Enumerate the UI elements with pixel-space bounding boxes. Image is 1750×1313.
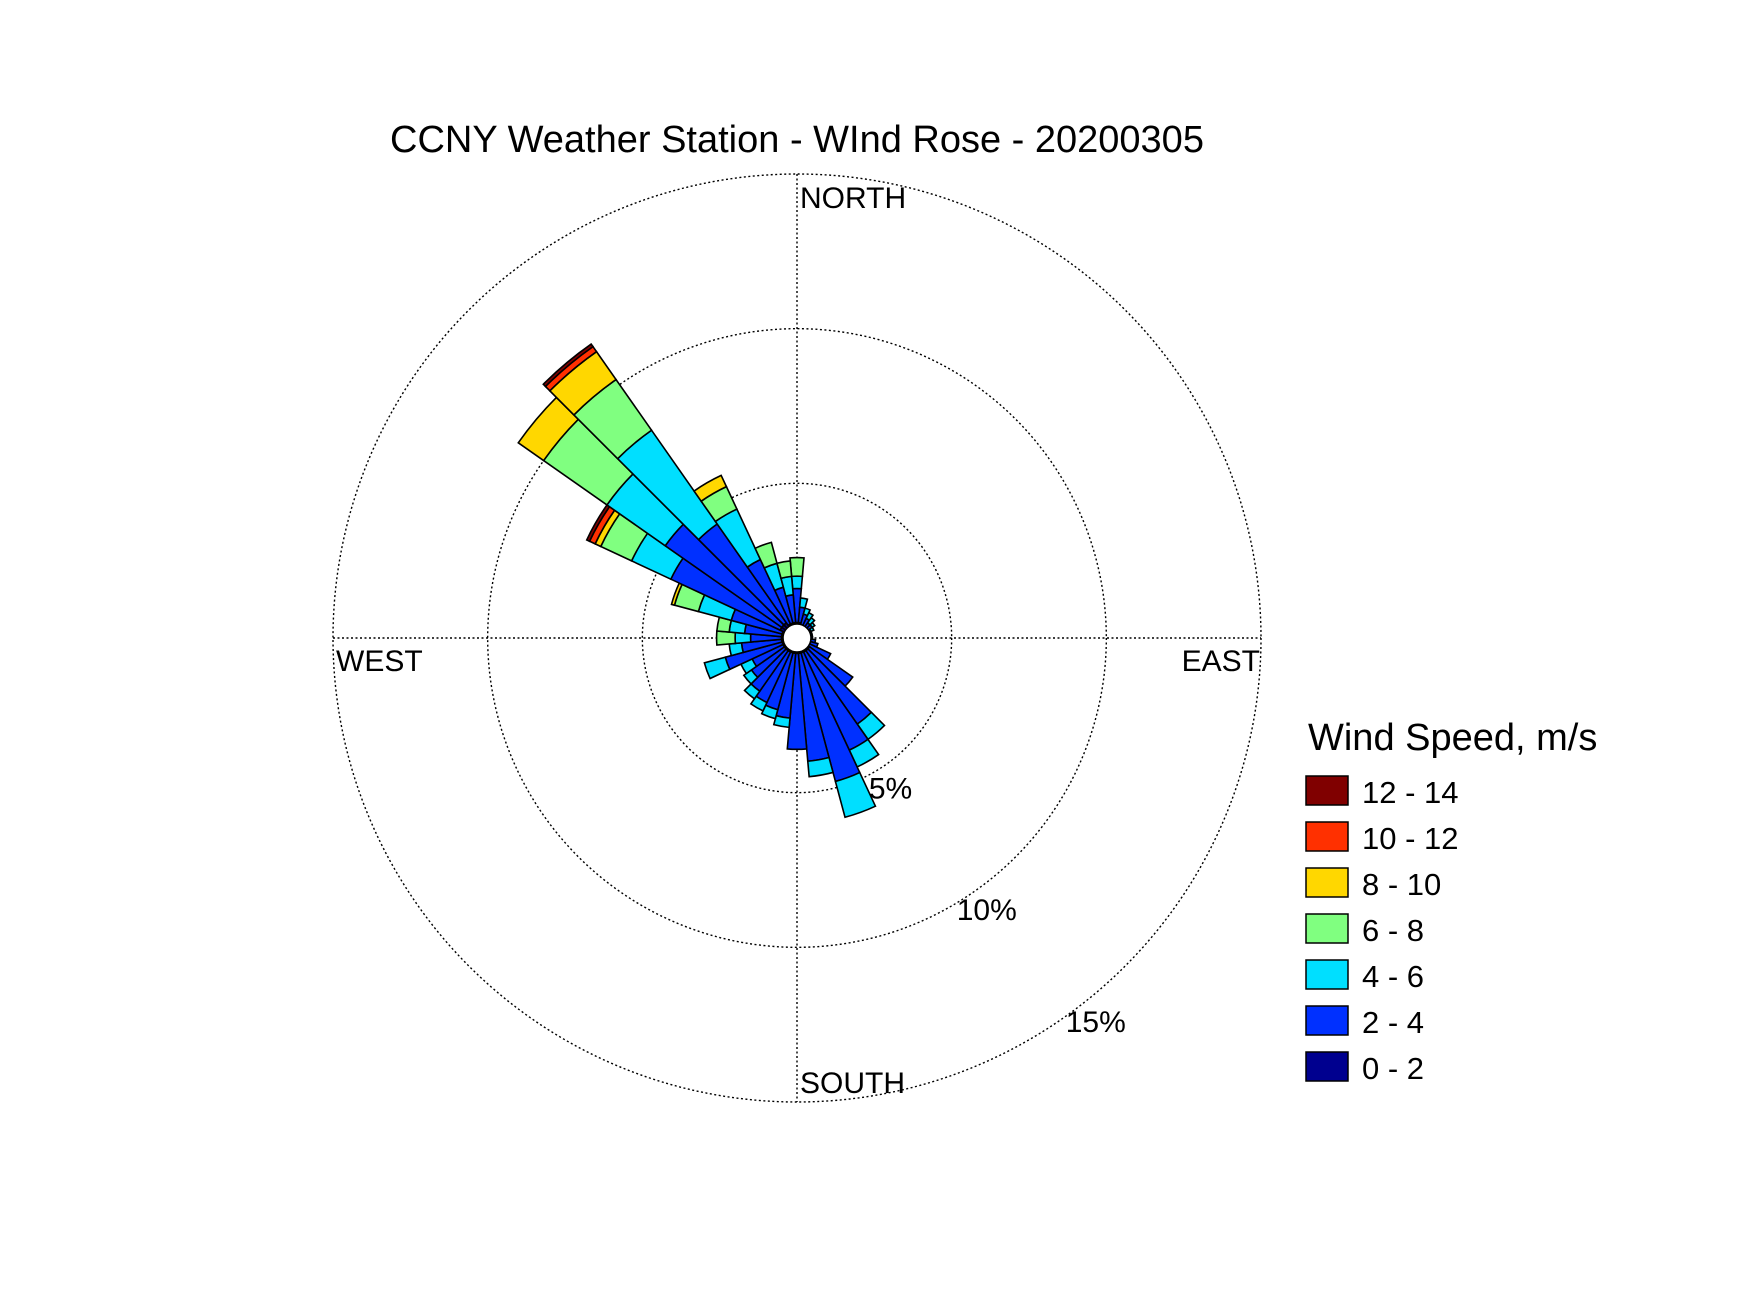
petal-50deg-bin-2 [808,621,816,629]
petal-40deg-bin-2 [806,616,816,627]
legend-label-5: 2 - 4 [1362,1005,1424,1040]
grid-ring-10pct [486,327,1108,949]
direction-label-west: WEST [336,645,423,678]
petal-340deg-bin-3 [754,541,778,569]
legend: Wind Speed, m/s 12 - 14 10 - 12 8 - 10 6 - … [1305,717,1597,1086]
center-hole [782,623,812,653]
legend-label-1: 10 - 12 [1362,821,1459,856]
petal-210deg-bin-2 [749,695,768,712]
legend-swatch-3 [1305,913,1349,944]
direction-label-north: NORTH [800,182,906,215]
direction-label-south: SOUTH [800,1067,905,1100]
ring-label-10pct: 10% [957,894,1017,927]
petal-180deg-bin-1 [786,652,808,751]
legend-swatch-4 [1305,959,1349,990]
ring-label-5pct: 5% [869,772,912,805]
petal-350deg-bin-3 [776,560,793,580]
legend-swatch-6 [1305,1051,1349,1082]
petal-320deg-bin-6 [542,342,595,388]
ring-labels: 5% 10% 15% [869,772,1126,1038]
petal-250deg-bin-2 [703,656,731,680]
petal-30deg-bin-2 [805,611,815,622]
petal-190deg-bin-2 [772,714,791,729]
legend-items: 12 - 14 10 - 12 8 - 10 6 - 8 4 - 6 2 - 4 0 - 2 [1305,775,1459,1086]
legend-label-0: 12 - 14 [1362,775,1459,810]
petal-0deg-bin-3 [789,556,805,578]
legend-swatch-1 [1305,821,1349,852]
petal-10deg-bin-2 [798,597,809,610]
petal-20deg-bin-2 [802,607,812,617]
legend-swatch-5 [1305,1005,1349,1036]
grid-ring-15pct [332,173,1262,1103]
legend-label-3: 6 - 8 [1362,913,1424,948]
petal-220deg-bin-2 [743,682,761,700]
petal-200deg-bin-2 [760,704,779,720]
petal-160deg-bin-2 [834,771,877,819]
petal-260deg-bin-2 [728,641,745,657]
legend-title: Wind Speed, m/s [1308,717,1597,759]
legend-swatch-0 [1305,775,1349,806]
ring-label-15pct: 15% [1066,1006,1126,1039]
legend-label-2: 8 - 10 [1362,867,1441,902]
legend-label-6: 0 - 2 [1362,1051,1424,1086]
petal-330deg-bin-4 [692,474,728,503]
grid-ring-5pct [641,482,953,794]
petal-170deg-bin-2 [806,756,835,778]
legend-label-4: 4 - 6 [1362,959,1424,994]
wind-petals [517,342,886,819]
chart-title: CCNY Weather Station - WInd Rose - 20200… [390,119,1204,161]
legend-swatch-2 [1305,867,1349,898]
direction-label-east: EAST [1182,645,1260,678]
petal-60deg-bin-2 [808,626,815,633]
